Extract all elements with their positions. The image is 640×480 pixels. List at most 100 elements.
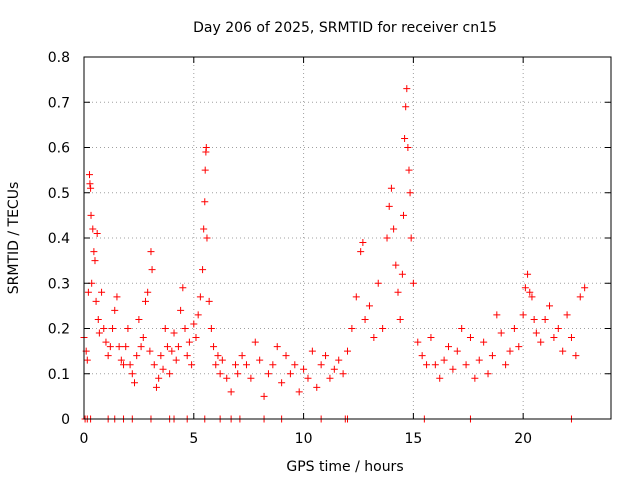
data-point — [440, 356, 448, 364]
data-point — [567, 334, 575, 342]
data-point — [317, 361, 325, 369]
data-point — [128, 370, 136, 378]
data-point — [286, 370, 294, 378]
data-point — [300, 365, 308, 373]
data-point — [269, 361, 277, 369]
x-tick-label: 0 — [80, 431, 89, 447]
data-point — [168, 347, 176, 355]
data-point — [313, 383, 321, 391]
data-point — [155, 374, 163, 382]
data-point — [256, 356, 264, 364]
data-point — [223, 374, 231, 382]
data-point — [94, 315, 102, 323]
data-point — [163, 343, 171, 351]
data-point — [93, 229, 101, 237]
data-point — [541, 315, 549, 323]
chart-title: Day 206 of 2025, SRMTID for receiver cn1… — [193, 20, 497, 36]
data-point — [183, 352, 191, 360]
data-point — [423, 361, 431, 369]
data-point — [210, 343, 218, 351]
data-point — [181, 325, 189, 332]
data-point — [326, 374, 334, 382]
data-point — [87, 211, 95, 219]
data-point — [519, 311, 527, 319]
data-point — [120, 361, 128, 369]
data-point — [515, 343, 523, 351]
data-point — [232, 361, 240, 369]
data-point — [106, 343, 114, 351]
data-point — [521, 284, 529, 292]
y-tick-label: 0.6 — [48, 141, 70, 157]
data-point — [480, 338, 488, 346]
data-point — [449, 365, 457, 373]
data-point — [196, 293, 204, 301]
y-tick-label: 0.4 — [48, 231, 70, 247]
data-point — [396, 315, 404, 323]
data-point — [383, 234, 391, 242]
data-point — [144, 288, 152, 296]
data-point — [506, 347, 514, 355]
data-point — [216, 370, 224, 378]
data-point — [199, 266, 207, 274]
data-point — [89, 225, 97, 233]
data-point — [295, 388, 303, 396]
data-point — [370, 334, 378, 342]
data-point — [563, 311, 571, 319]
data-point — [401, 134, 409, 142]
data-point — [405, 166, 413, 174]
data-point — [83, 356, 91, 364]
data-point — [572, 352, 580, 360]
data-point — [111, 306, 119, 314]
data-point — [100, 325, 108, 332]
y-tick-label: 0.2 — [48, 322, 70, 338]
data-point — [109, 325, 117, 332]
data-point — [530, 315, 538, 323]
data-point — [122, 343, 130, 351]
data-point — [251, 338, 259, 346]
data-point — [161, 325, 169, 332]
y-tick-label: 0.8 — [48, 50, 70, 66]
data-point — [532, 329, 540, 337]
data-point — [150, 361, 158, 369]
data-point — [510, 325, 518, 332]
data-point — [91, 257, 99, 265]
data-point — [207, 325, 215, 332]
data-point — [502, 361, 510, 369]
data-point — [524, 270, 532, 278]
data-point — [458, 325, 466, 332]
data-point — [192, 334, 200, 342]
data-point — [403, 85, 411, 93]
y-tick-label: 0.1 — [48, 367, 70, 383]
data-point — [291, 361, 299, 369]
data-point — [398, 270, 406, 278]
data-point — [113, 293, 121, 301]
data-point — [409, 279, 417, 287]
data-point — [124, 325, 132, 332]
data-point — [399, 211, 407, 219]
data-point — [200, 225, 208, 233]
data-point — [194, 311, 202, 319]
data-point — [361, 315, 369, 323]
data-point — [205, 297, 213, 305]
data-point — [133, 352, 141, 360]
data-point — [131, 379, 139, 387]
data-point — [201, 198, 209, 206]
y-tick-label: 0.3 — [48, 276, 70, 292]
data-point — [148, 266, 156, 274]
y-axis-label: SRMTID / TECUs — [6, 182, 22, 295]
data-point — [92, 297, 100, 305]
x-tick-label: 10 — [295, 431, 313, 447]
x-tick-label: 15 — [404, 431, 422, 447]
data-point — [357, 248, 365, 256]
data-point — [212, 361, 220, 369]
data-point — [576, 293, 584, 301]
data-point — [273, 343, 281, 351]
data-point — [242, 361, 250, 369]
data-point — [174, 343, 182, 351]
data-point — [394, 288, 402, 296]
data-point — [202, 144, 210, 151]
data-point — [390, 225, 398, 233]
x-axis-label: GPS time / hours — [286, 459, 403, 475]
data-point — [170, 329, 178, 337]
